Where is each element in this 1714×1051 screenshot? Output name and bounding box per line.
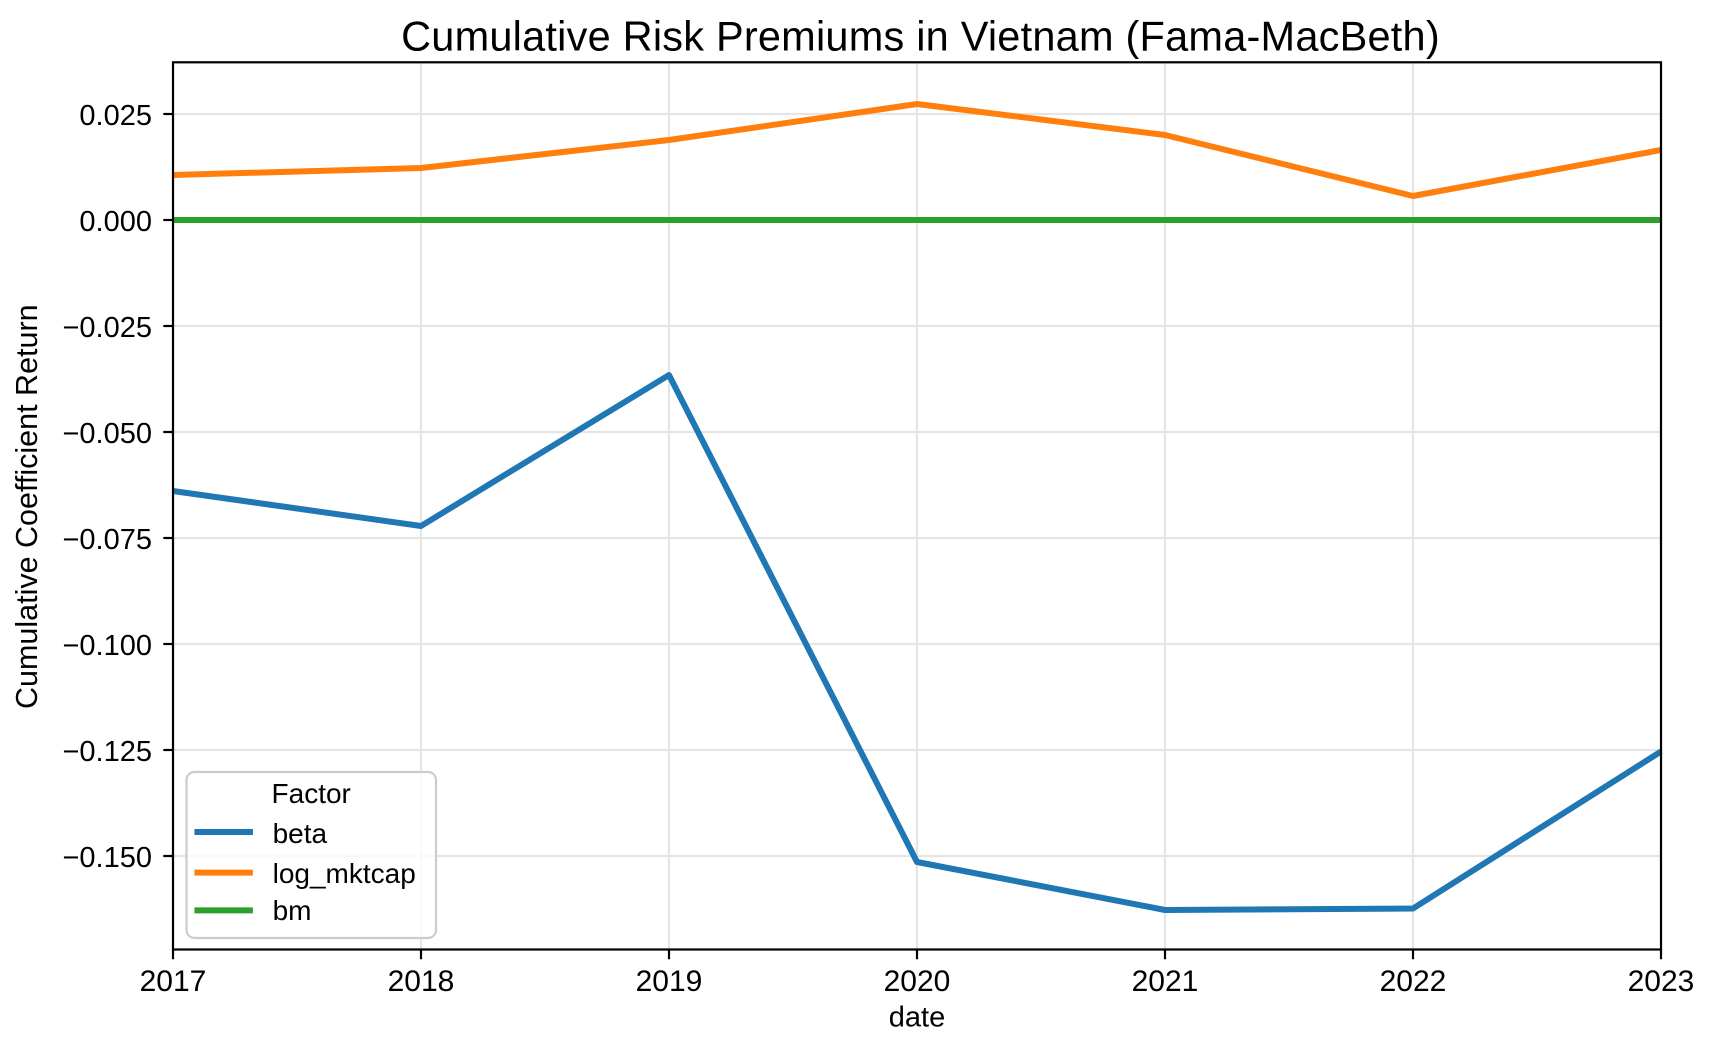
- svg-text:−0.125: −0.125: [62, 736, 152, 768]
- svg-text:0.000: 0.000: [79, 206, 152, 238]
- svg-text:2020: 2020: [884, 965, 951, 998]
- svg-text:2017: 2017: [140, 965, 207, 998]
- svg-text:2021: 2021: [1132, 965, 1199, 998]
- svg-text:−0.050: −0.050: [62, 418, 152, 450]
- svg-text:bm: bm: [273, 895, 312, 926]
- svg-text:−0.150: −0.150: [62, 842, 152, 874]
- svg-text:Cumulative Risk Premiums in Vi: Cumulative Risk Premiums in Vietnam (Fam…: [401, 12, 1440, 59]
- svg-text:2023: 2023: [1628, 965, 1695, 998]
- svg-text:Factor: Factor: [272, 778, 351, 809]
- svg-text:2019: 2019: [636, 965, 703, 998]
- svg-text:−0.025: −0.025: [62, 312, 152, 344]
- svg-text:log_mktcap: log_mktcap: [273, 858, 416, 889]
- svg-text:−0.075: −0.075: [62, 524, 152, 556]
- svg-text:date: date: [889, 1002, 945, 1034]
- svg-text:Cumulative Coefficient Return: Cumulative Coefficient Return: [10, 304, 44, 709]
- svg-text:−0.100: −0.100: [62, 630, 152, 662]
- svg-text:0.025: 0.025: [79, 100, 152, 132]
- svg-text:2018: 2018: [388, 965, 455, 998]
- svg-text:beta: beta: [273, 818, 328, 849]
- svg-text:2022: 2022: [1380, 965, 1447, 998]
